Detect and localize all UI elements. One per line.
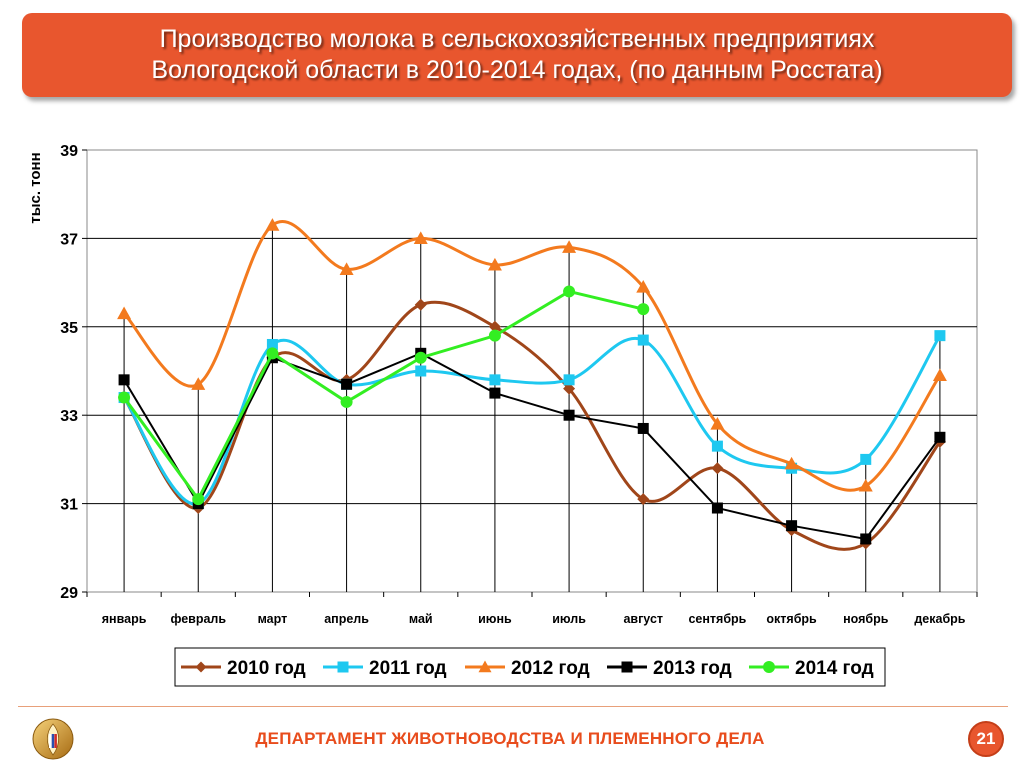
data-point-2013 <box>341 378 353 390</box>
data-point-2012 <box>339 262 354 275</box>
data-point-2011 <box>266 338 278 350</box>
legend-label: 2014 год <box>795 658 874 679</box>
legend-swatch-marker <box>763 661 775 673</box>
data-point-2014 <box>637 303 650 316</box>
slide-title-line-1: Производство молока в сельскохозяйственн… <box>159 25 875 53</box>
data-point-2014 <box>340 395 353 408</box>
department-name: ДЕПАРТАМЕНТ ЖИВОТНОВОДСТВА И ПЛЕМЕННОГО … <box>255 729 765 748</box>
data-point-2010 <box>414 298 427 311</box>
data-point-2012 <box>191 377 206 390</box>
plot-area <box>86 149 978 593</box>
slide-title: Производство молока в сельскохозяйственн… <box>22 13 1012 97</box>
x-tick-label: май <box>409 612 433 626</box>
data-point-2010 <box>563 382 576 395</box>
x-tick-label: октябрь <box>766 612 817 626</box>
data-point-2012 <box>858 478 873 492</box>
data-point-2013 <box>711 502 723 514</box>
legend-swatch-marker <box>478 660 492 673</box>
data-point-2012 <box>117 306 132 320</box>
data-point-2011 <box>489 374 501 386</box>
data-point-2011 <box>711 440 723 452</box>
data-point-2012 <box>784 456 799 470</box>
data-point-2014 <box>563 285 576 298</box>
data-point-2014 <box>118 391 131 404</box>
y-tick-label: 37 <box>60 231 78 248</box>
data-point-2014 <box>414 351 427 364</box>
data-point-2014 <box>192 493 205 506</box>
slide-title-line-2: Вологодской области в 2010-2014 годах, (… <box>151 56 883 84</box>
x-tick-label: март <box>258 612 288 626</box>
data-point-2012 <box>413 231 428 244</box>
x-tick-label: август <box>623 612 663 626</box>
data-point-2011 <box>860 453 872 465</box>
y-tick-label: 39 <box>60 143 78 160</box>
page-number: 21 <box>976 729 996 748</box>
data-point-2010 <box>711 462 724 475</box>
data-point-2010 <box>488 320 501 333</box>
y-tick-label: 29 <box>60 585 78 602</box>
y-tick-label: 31 <box>60 497 78 514</box>
data-point-2012 <box>487 257 502 271</box>
legend-label: 2013 год <box>653 658 732 679</box>
data-point-2013 <box>934 431 946 443</box>
x-tick-label: декабрь <box>914 612 965 626</box>
footer-divider <box>18 706 1008 707</box>
data-point-2011 <box>563 374 575 386</box>
x-tick-label: ноябрь <box>843 612 889 626</box>
data-point-2011 <box>934 330 946 342</box>
x-tick-label: июнь <box>478 612 512 626</box>
x-tick-label: февраль <box>170 612 226 626</box>
y-tick-label: 33 <box>60 408 78 425</box>
milk-production-chart: 29 31 33 35 37 39 январь февраль март апрель май ию… <box>27 143 978 687</box>
data-point-2013 <box>637 422 649 434</box>
data-point-2011 <box>415 365 427 377</box>
data-point-2012 <box>932 368 947 382</box>
data-point-2013 <box>489 387 501 399</box>
data-point-2012 <box>265 218 280 231</box>
x-tick-label: январь <box>102 612 147 626</box>
y-axis-label: тыс. тонн <box>27 152 44 223</box>
data-point-2012 <box>710 417 725 430</box>
data-point-2012 <box>636 280 651 293</box>
data-point-2013 <box>563 409 575 421</box>
legend-label: 2011 год <box>369 658 447 679</box>
x-tick-label: июль <box>552 612 586 626</box>
data-point-2011 <box>637 334 649 346</box>
y-tick-label: 35 <box>60 320 78 337</box>
legend-swatch-marker <box>195 661 207 673</box>
series-line-2014 <box>122 289 644 503</box>
data-point-2013 <box>860 533 872 545</box>
series-line-2013 <box>123 352 941 541</box>
series-line-2012 <box>122 220 942 492</box>
data-point-2014 <box>488 329 501 342</box>
x-tick-label: апрель <box>324 612 369 626</box>
legend-swatch-marker <box>621 661 633 673</box>
legend-label: 2012 год <box>511 658 590 679</box>
data-point-2013 <box>118 374 130 386</box>
data-point-2010 <box>637 493 650 506</box>
data-point-2013 <box>786 520 798 532</box>
legend-swatch-marker <box>337 661 349 673</box>
x-tick-label: сентябрь <box>688 612 746 626</box>
legend-label: 2010 год <box>227 658 306 679</box>
data-point-2012 <box>562 240 577 253</box>
data-point-2014 <box>266 347 279 360</box>
page-number-badge: 21 <box>968 721 1004 757</box>
ministry-emblem-icon <box>32 718 74 760</box>
